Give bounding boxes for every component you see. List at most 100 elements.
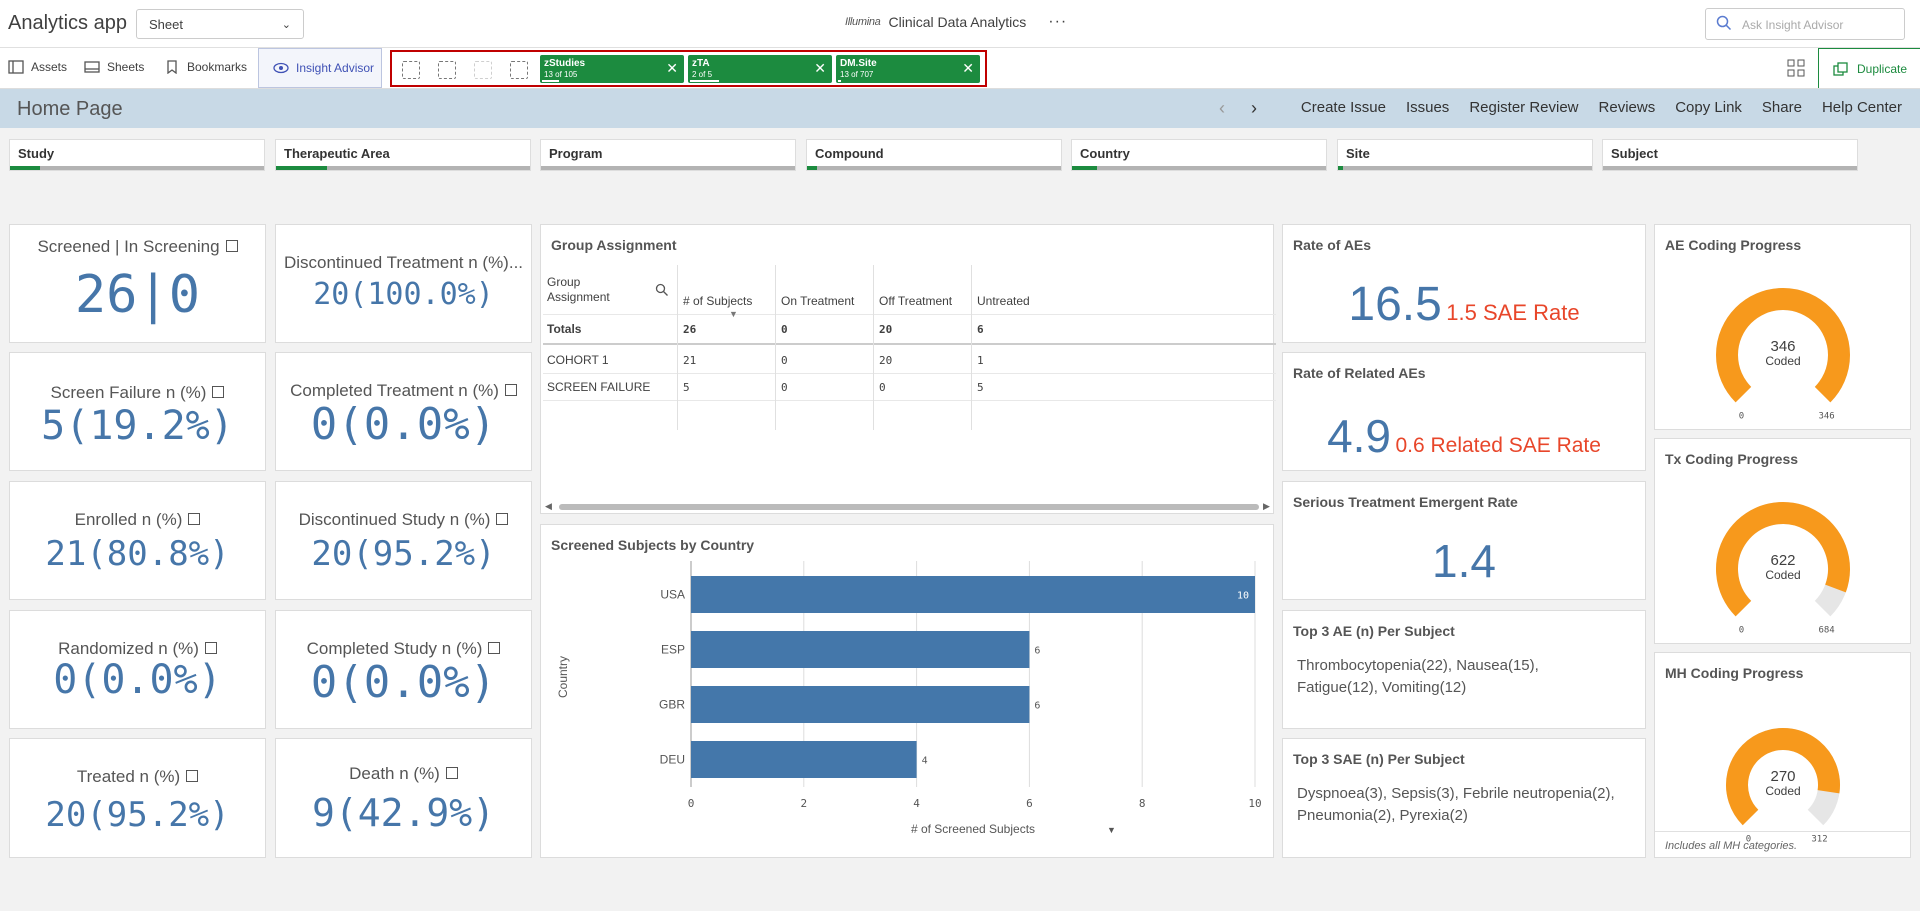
- horizontal-scrollbar[interactable]: [559, 504, 1259, 510]
- gauge-footnote: Includes all MH categories.: [1655, 831, 1910, 860]
- app-title: Clinical Data Analytics: [888, 14, 1027, 30]
- selections-bar: zStudies 13 of 105 ✕ zTA 2 of 5 ✕ DM.Sit…: [390, 50, 987, 87]
- kpi-title: Screened | In Screening: [37, 237, 220, 256]
- filter-pane-therapeutic-area[interactable]: Therapeutic Area: [275, 139, 531, 171]
- filter-pane-subject[interactable]: Subject: [1602, 139, 1858, 171]
- previous-sheet-icon[interactable]: ‹: [1219, 98, 1225, 118]
- external-link-icon[interactable]: [488, 642, 501, 654]
- kpi-card[interactable]: Screened | In Screening 26|0: [9, 224, 266, 343]
- gauge-value: 622: [1770, 552, 1795, 569]
- column-divider: [873, 265, 874, 430]
- table-row[interactable]: COHORT 1 21 0 20 1: [543, 347, 1276, 374]
- step-forward-icon[interactable]: [474, 61, 492, 79]
- kpi-title: Death n (%): [349, 764, 440, 783]
- table-cell: SCREEN FAILURE: [547, 380, 651, 394]
- link-help-center[interactable]: Help Center: [1821, 99, 1902, 116]
- filter-pane-study[interactable]: Study: [9, 139, 265, 171]
- kpi-value: 26|0: [74, 265, 201, 325]
- bar[interactable]: [691, 631, 1030, 668]
- column-header-untreated[interactable]: Untreated: [977, 293, 1030, 308]
- ask-insight-input[interactable]: Ask Insight Advisor: [1705, 8, 1905, 40]
- kpi-card[interactable]: Discontinued Study n (%) 20(95.2%): [275, 481, 532, 600]
- scroll-right-icon[interactable]: ▶: [1263, 501, 1270, 511]
- bar[interactable]: [691, 686, 1030, 723]
- gauge-max: 312: [1811, 835, 1827, 845]
- kpi-card[interactable]: Death n (%) 9(42.9%): [275, 738, 532, 858]
- more-options-button[interactable]: ···: [1048, 13, 1068, 30]
- link-copy-link[interactable]: Copy Link: [1675, 99, 1742, 116]
- kpi-card[interactable]: Completed Study n (%) 0(0.0%): [275, 610, 532, 729]
- gauge-fill: [1716, 288, 1850, 403]
- next-sheet-icon[interactable]: ›: [1251, 98, 1257, 118]
- link-share[interactable]: Share: [1761, 99, 1802, 116]
- kpi-card[interactable]: Screen Failure n (%) 5(19.2%): [9, 352, 266, 471]
- gauge-label: Coded: [1765, 784, 1800, 798]
- rate-related-title: Rate of Related AEs: [1293, 365, 1426, 381]
- close-icon[interactable]: ✕: [962, 60, 974, 76]
- filter-pane-site[interactable]: Site: [1337, 139, 1593, 171]
- external-link-icon[interactable]: [188, 513, 201, 525]
- link-reviews[interactable]: Reviews: [1598, 99, 1656, 116]
- sort-dropdown-icon[interactable]: ▼: [1107, 825, 1116, 835]
- column-header-on-treatment[interactable]: On Treatment: [781, 293, 855, 308]
- gauge-label: Coded: [1765, 568, 1800, 582]
- top-sae-card: Top 3 SAE (n) Per Subject Dyspnoea(3), S…: [1282, 738, 1646, 858]
- duplicate-button[interactable]: Duplicate: [1818, 48, 1920, 88]
- bar[interactable]: [691, 576, 1255, 613]
- close-icon[interactable]: ✕: [814, 60, 826, 76]
- kpi-card[interactable]: Completed Treatment n (%) 0(0.0%): [275, 352, 532, 471]
- external-link-icon[interactable]: [212, 386, 225, 398]
- gauge-min: 0: [1739, 626, 1744, 636]
- search-icon[interactable]: [655, 283, 669, 297]
- clear-all-icon[interactable]: [510, 61, 528, 79]
- link-register-review[interactable]: Register Review: [1469, 99, 1579, 116]
- smart-search-icon[interactable]: [402, 61, 420, 79]
- kpi-title-area: Treated n (%): [10, 767, 265, 787]
- kpi-card[interactable]: Treated n (%) 20(95.2%): [9, 738, 266, 858]
- external-link-icon[interactable]: [496, 513, 509, 525]
- filter-label: Therapeutic Area: [284, 146, 390, 161]
- sheets-button[interactable]: Sheets: [84, 60, 144, 74]
- bookmarks-button[interactable]: Bookmarks: [164, 60, 247, 74]
- gauge-title: AE Coding Progress: [1665, 237, 1802, 253]
- insight-advisor-button[interactable]: Insight Advisor: [258, 48, 382, 88]
- sheet-dropdown[interactable]: Sheet ⌄: [136, 9, 304, 39]
- scroll-left-icon[interactable]: ◀: [545, 501, 552, 511]
- close-icon[interactable]: ✕: [666, 60, 678, 76]
- link-issues[interactable]: Issues: [1405, 99, 1450, 116]
- selection-chip-zstudies[interactable]: zStudies 13 of 105 ✕: [540, 55, 684, 83]
- totals-label: Totals: [547, 322, 582, 336]
- link-create-issue[interactable]: Create Issue: [1300, 99, 1386, 116]
- data-label: 6: [1034, 701, 1040, 712]
- chip-count: 13 of 105: [544, 70, 578, 79]
- column-header-off-treatment[interactable]: Off Treatment: [879, 293, 953, 308]
- filter-pane-program[interactable]: Program: [540, 139, 796, 171]
- gauge-card: Tx Coding Progress 622 Coded 0 684: [1654, 438, 1911, 644]
- kpi-card[interactable]: Discontinued Treatment n (%)... 20(100.0%…: [275, 224, 532, 343]
- external-link-icon[interactable]: [445, 767, 458, 779]
- kpi-card[interactable]: Randomized n (%) 0(0.0%): [9, 610, 266, 729]
- top-ae-card: Top 3 AE (n) Per Subject Thrombocytopeni…: [1282, 610, 1646, 729]
- kpi-card[interactable]: Enrolled n (%) 21(80.8%): [9, 481, 266, 600]
- sae-rate: 1.5 SAE Rate: [1446, 300, 1580, 325]
- filter-pane-country[interactable]: Country: [1071, 139, 1327, 171]
- step-back-icon[interactable]: [438, 61, 456, 79]
- gauge-title: MH Coding Progress: [1665, 665, 1804, 681]
- bar[interactable]: [691, 741, 917, 778]
- kpi-title-area: Randomized n (%): [10, 639, 265, 659]
- table-row[interactable]: SCREEN FAILURE 5 0 0 5: [543, 374, 1276, 401]
- filter-pane-compound[interactable]: Compound: [806, 139, 1062, 171]
- column-header-subjects[interactable]: # of Subjects: [683, 293, 753, 308]
- category-label: USA: [660, 588, 685, 602]
- column-header-group[interactable]: Group Assignment: [547, 274, 610, 304]
- selection-chip-zta[interactable]: zTA 2 of 5 ✕: [688, 55, 832, 83]
- selection-chip-dm-site[interactable]: DM.Site 13 of 707 ✕: [836, 55, 980, 83]
- external-link-icon[interactable]: [504, 384, 517, 396]
- grid-view-icon[interactable]: [1787, 59, 1805, 77]
- ask-placeholder: Ask Insight Advisor: [1742, 18, 1844, 32]
- assets-button[interactable]: Assets: [8, 60, 67, 74]
- external-link-icon[interactable]: [186, 770, 199, 782]
- external-link-icon[interactable]: [204, 642, 217, 654]
- table-cell: 21: [683, 353, 697, 367]
- external-link-icon[interactable]: [225, 240, 238, 252]
